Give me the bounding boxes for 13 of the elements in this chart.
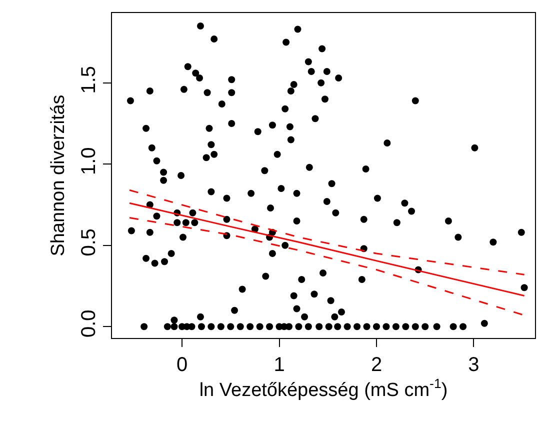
x-tick-label: 0	[176, 354, 188, 376]
x-tick-label: 2	[370, 354, 382, 376]
line-series	[128, 189, 526, 276]
line-series	[128, 217, 526, 316]
x-axis-title: ln Vezetőképesség (mS cm$^{-1}$)	[199, 376, 448, 401]
y-tick-label: 0.0	[78, 310, 100, 338]
y-axis-title: Shannon diverzitás	[48, 94, 69, 256]
line-series	[128, 202, 526, 296]
y-tick-label: 1.0	[78, 147, 100, 176]
y-tick-label: 1.5	[78, 66, 100, 94]
x-tick-label: 3	[468, 354, 480, 376]
x-tick-label: 1	[274, 354, 285, 376]
y-tick-label: 0.5	[78, 228, 100, 256]
